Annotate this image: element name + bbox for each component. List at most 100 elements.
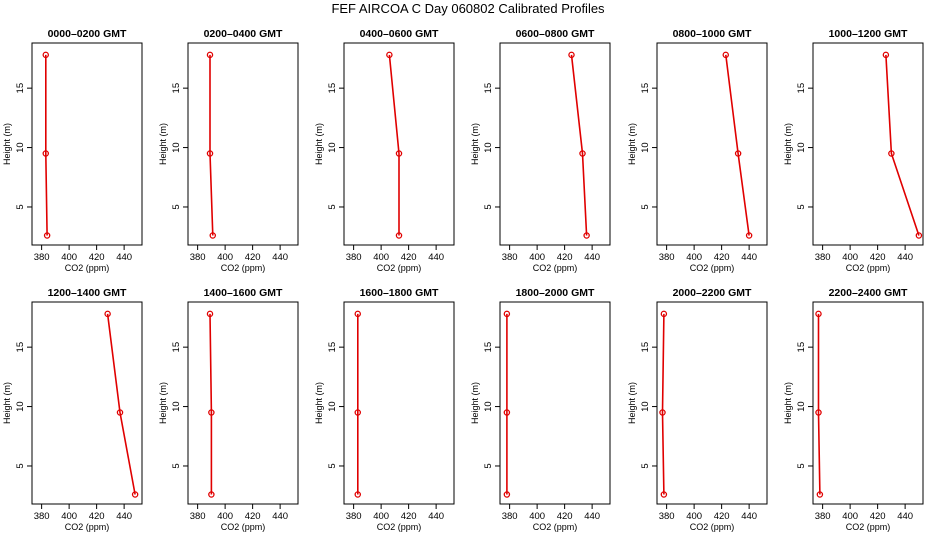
data-point [660, 491, 668, 498]
panel-title: 2000–2200 GMT [673, 287, 752, 299]
y-tick-label: 15 [327, 83, 338, 94]
x-axis-label: CO2 (ppm) [65, 522, 110, 532]
y-tick-label: 5 [171, 204, 182, 209]
x-tick-label: 440 [897, 252, 913, 263]
x-tick-label: 420 [557, 252, 573, 263]
x-axis-label: CO2 (ppm) [533, 263, 578, 273]
x-tick-label: 420 [245, 252, 261, 263]
plot-frame [812, 42, 924, 246]
data-point [116, 409, 124, 416]
y-axis-label: Height (m) [158, 123, 168, 165]
y-tick-label: 5 [171, 463, 182, 468]
x-tick-label: 400 [686, 511, 702, 522]
x-tick-label: 380 [190, 252, 206, 263]
y-tick-label: 5 [483, 463, 494, 468]
x-tick-label: 440 [428, 252, 444, 263]
y-axis-label: Height (m) [783, 382, 793, 424]
data-point [815, 310, 822, 318]
data-point [206, 150, 214, 157]
panel-1: 0200–0400 GMT 380 400 420 440 CO2 (ppm) 5 10 15 H… [158, 28, 299, 273]
data-point [395, 232, 403, 239]
y-tick-label: 5 [483, 204, 494, 209]
x-axis-label: CO2 (ppm) [846, 263, 891, 273]
profile-line [209, 313, 213, 495]
y-tick-label: 5 [640, 204, 651, 209]
panel-title: 0400–0600 GMT [360, 28, 439, 40]
panel-title: 0000–0200 GMT [48, 28, 127, 40]
data-point [915, 232, 923, 239]
y-axis-label: Height (m) [158, 382, 168, 424]
x-tick-label: 420 [89, 252, 105, 263]
x-tick-label: 420 [401, 252, 417, 263]
profile-line [725, 54, 750, 236]
plot-frame [31, 42, 143, 246]
panel-10: 2000–2200 GMT 380 400 420 440 CO2 (ppm) 5 10 15 H… [627, 287, 768, 532]
data-point [815, 409, 822, 416]
data-point [745, 232, 753, 239]
plot-frame [499, 42, 611, 246]
y-axis-label: Height (m) [2, 382, 12, 424]
data-point [206, 51, 214, 59]
data-point [208, 491, 215, 498]
data-point [206, 310, 214, 318]
data-point [208, 409, 215, 416]
plot-frame [31, 301, 143, 505]
x-tick-label: 380 [502, 252, 518, 263]
x-tick-label: 380 [659, 252, 675, 263]
x-tick-label: 440 [272, 252, 288, 263]
data-point [503, 310, 511, 318]
data-point [42, 150, 50, 157]
plot-frame [187, 42, 299, 246]
x-tick-label: 380 [190, 511, 206, 522]
y-tick-label: 15 [640, 342, 651, 353]
y-tick-label: 10 [640, 401, 651, 412]
y-tick-label: 15 [15, 83, 26, 94]
x-tick-label: 440 [741, 511, 757, 522]
data-point [131, 491, 139, 498]
panel-6: 1200–1400 GMT 380 400 420 440 CO2 (ppm) 5 10 15 H… [2, 287, 143, 532]
panel-7: 1400–1600 GMT 380 400 420 440 CO2 (ppm) 5 10 15 H… [158, 287, 299, 532]
y-tick-label: 15 [483, 83, 494, 94]
x-axis-label: CO2 (ppm) [690, 522, 735, 532]
data-point [659, 409, 666, 416]
x-tick-label: 420 [401, 511, 417, 522]
x-tick-label: 380 [502, 511, 518, 522]
y-tick-label: 10 [327, 142, 338, 153]
data-point [354, 491, 361, 498]
panel-5: 1000–1200 GMT 380 400 420 440 CO2 (ppm) 5 10 15 H… [783, 28, 924, 273]
data-point [354, 409, 361, 416]
x-tick-label: 400 [529, 252, 545, 263]
x-tick-label: 400 [217, 511, 233, 522]
panel-title: 0200–0400 GMT [204, 28, 283, 40]
y-tick-label: 5 [796, 204, 807, 209]
y-tick-label: 5 [15, 204, 26, 209]
panel-11: 2200–2400 GMT 380 400 420 440 CO2 (ppm) 5 10 15 H… [783, 287, 924, 532]
panel-title: 0600–0800 GMT [516, 28, 595, 40]
page-title: FEF AIRCOA C Day 060802 Calibrated Profi… [331, 1, 605, 16]
x-tick-label: 420 [89, 511, 105, 522]
x-axis-label: CO2 (ppm) [221, 522, 266, 532]
x-tick-label: 400 [842, 511, 858, 522]
data-point [816, 491, 824, 498]
x-axis-label: CO2 (ppm) [690, 263, 735, 273]
y-tick-label: 15 [171, 342, 182, 353]
x-tick-label: 420 [714, 252, 730, 263]
profile-line [817, 313, 821, 495]
x-tick-label: 440 [584, 511, 600, 522]
y-tick-label: 5 [327, 204, 338, 209]
data-point [722, 51, 730, 59]
x-tick-label: 420 [870, 252, 886, 263]
y-tick-label: 10 [796, 401, 807, 412]
plot-frame [656, 301, 768, 505]
data-point [354, 310, 361, 318]
x-tick-label: 400 [217, 252, 233, 263]
x-tick-label: 420 [870, 511, 886, 522]
x-axis-label: CO2 (ppm) [846, 522, 891, 532]
data-point [579, 150, 586, 157]
plot-frame [343, 301, 455, 505]
panel-9: 1800–2000 GMT 380 400 420 440 CO2 (ppm) 5 10 15 H… [470, 287, 611, 532]
y-tick-label: 5 [640, 463, 651, 468]
data-point [882, 51, 890, 59]
panel-2: 0400–0600 GMT 380 400 420 440 CO2 (ppm) 5 10 15 H… [314, 28, 455, 273]
